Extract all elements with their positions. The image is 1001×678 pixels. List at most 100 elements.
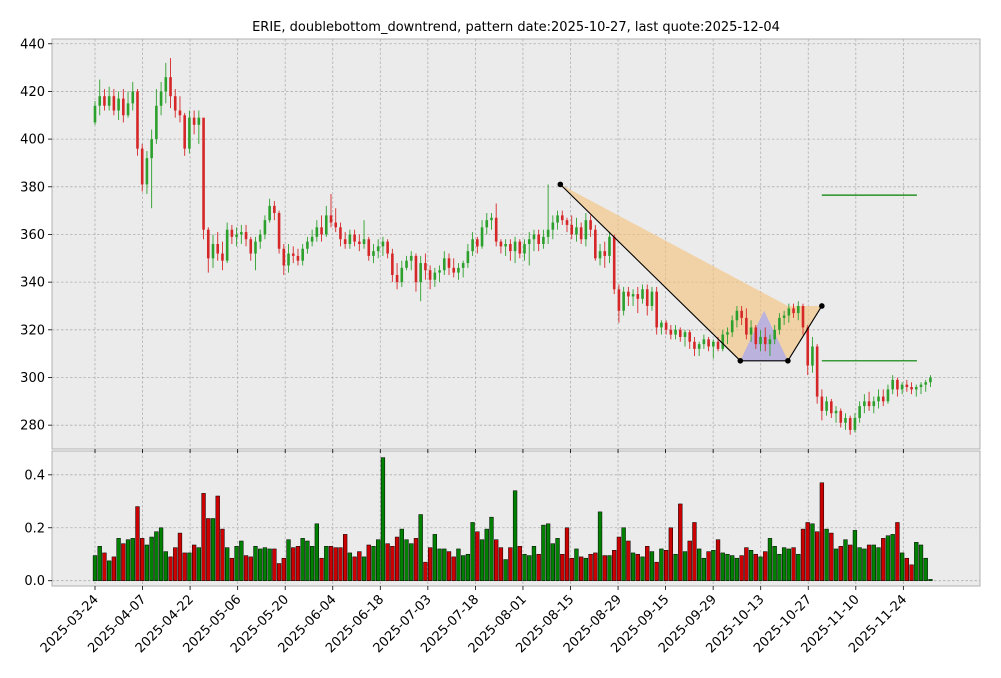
- volume-bar: [163, 551, 168, 581]
- volume-bar: [607, 555, 612, 581]
- candle-body: [825, 401, 828, 411]
- candle-body: [230, 229, 234, 237]
- volume-bar: [168, 556, 173, 581]
- candle-body: [674, 329, 677, 335]
- volume-bar: [923, 557, 928, 581]
- volume-bar: [843, 539, 848, 581]
- volume-bar: [451, 556, 456, 581]
- volume-bar: [442, 548, 447, 581]
- volume-bar: [678, 503, 683, 581]
- candle-body: [476, 239, 479, 247]
- candle-body: [745, 317, 748, 335]
- candle-body: [721, 334, 725, 349]
- candle-body: [433, 272, 437, 280]
- volume-bar: [767, 538, 773, 581]
- price-tick-label: 280: [20, 419, 45, 434]
- candle-body: [806, 327, 810, 366]
- candle-body: [442, 258, 446, 271]
- volume-bar: [461, 555, 466, 581]
- volume-bar: [649, 551, 655, 581]
- volume-tick-label: 0.0: [24, 574, 45, 589]
- volume-bar: [800, 528, 806, 581]
- volume-bar: [862, 548, 867, 581]
- pattern-fill: [560, 184, 822, 361]
- candle-body: [221, 253, 224, 261]
- volume-bar: [309, 546, 315, 581]
- candle-body: [532, 234, 536, 240]
- candle-body: [320, 227, 323, 235]
- candle-body: [112, 96, 116, 111]
- candle-body: [490, 217, 493, 221]
- candle-body: [853, 418, 857, 430]
- volume-bar: [182, 552, 187, 581]
- candle-body: [881, 396, 885, 402]
- volume-bar: [262, 547, 268, 581]
- volume-bar: [706, 551, 711, 581]
- volume-bar: [588, 553, 593, 581]
- pattern-point: [785, 358, 791, 364]
- volume-bar: [815, 531, 820, 581]
- volume-bar: [248, 556, 253, 581]
- candle-body: [282, 248, 286, 266]
- volume-bar: [871, 544, 876, 581]
- volume-bar: [272, 548, 277, 581]
- volume-bar: [569, 557, 574, 581]
- volume-bar: [399, 528, 404, 581]
- candle-body: [499, 241, 503, 247]
- candle-body: [192, 117, 196, 125]
- volume-bar: [243, 555, 249, 581]
- volume-bar: [352, 556, 357, 581]
- volume-bar: [347, 552, 353, 581]
- volume-bar: [885, 535, 891, 581]
- volume-bar: [711, 550, 716, 581]
- candle-body: [391, 253, 394, 275]
- volume-bar: [914, 542, 919, 581]
- candle-body: [839, 410, 843, 423]
- volume-bar: [258, 548, 263, 581]
- candle-body: [277, 213, 281, 249]
- volume-bar: [522, 553, 527, 581]
- volume-bar: [225, 547, 230, 581]
- candle-body: [570, 224, 574, 235]
- volume-bar: [904, 557, 909, 581]
- volume-bar: [187, 552, 192, 581]
- candle-body: [334, 222, 338, 228]
- candle-body: [617, 289, 621, 311]
- volume-bar: [635, 553, 640, 581]
- volume-bar: [697, 548, 702, 581]
- volume-bar: [366, 544, 371, 581]
- candle-body: [339, 227, 342, 240]
- candle-body: [546, 229, 550, 237]
- volume-bar: [550, 543, 555, 581]
- volume-bar: [829, 532, 834, 581]
- volume-bar: [465, 553, 471, 581]
- candle-body: [504, 244, 507, 247]
- candle-body: [315, 227, 319, 237]
- volume-bar: [616, 536, 622, 581]
- candle-body: [896, 379, 899, 390]
- volume-bar: [140, 538, 145, 581]
- volume-bar: [380, 457, 386, 581]
- volume-bar: [503, 559, 508, 581]
- volume-bar: [390, 546, 395, 581]
- pattern-point: [557, 181, 564, 188]
- candle-body: [358, 241, 361, 244]
- volume-bar: [583, 557, 589, 581]
- volume-bar: [852, 530, 858, 581]
- volume-bar: [328, 546, 334, 581]
- volume-bar: [494, 539, 499, 581]
- volume-bar: [541, 524, 546, 581]
- candle-body: [863, 401, 866, 407]
- candle-body: [240, 232, 243, 235]
- candle-body: [796, 305, 800, 314]
- volume-bar: [97, 546, 102, 581]
- volume-bar: [173, 547, 178, 581]
- volume-bar: [626, 540, 631, 581]
- candle-body: [669, 329, 673, 335]
- candle-body: [712, 341, 715, 347]
- candle-body: [830, 401, 833, 414]
- chart-title: ERIE, doublebottom_downtrend, pattern da…: [252, 20, 780, 35]
- candle-body: [310, 236, 314, 242]
- volume-bar: [536, 553, 541, 581]
- candle-body: [589, 220, 592, 230]
